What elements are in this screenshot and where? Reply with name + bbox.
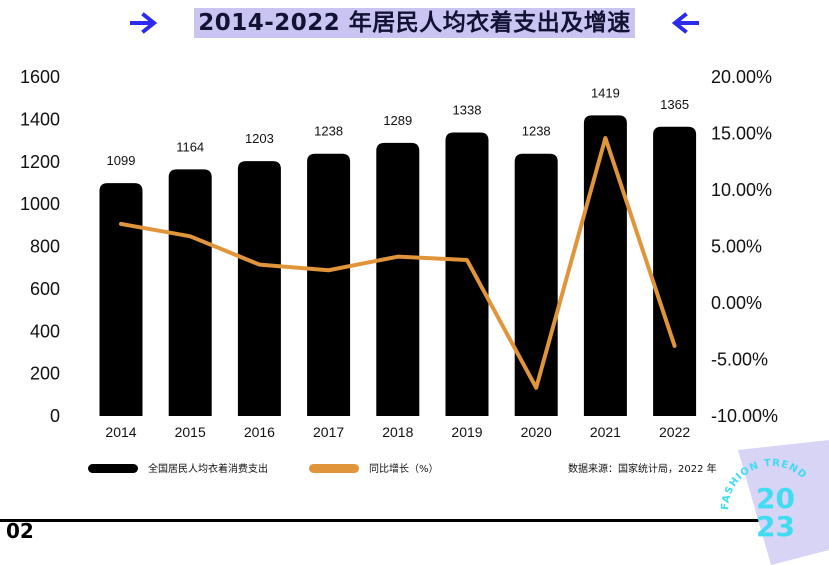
bar-2014 <box>99 183 143 416</box>
right-tick-label: -10.00% <box>711 406 778 426</box>
right-tick-label: 5.00% <box>711 237 762 257</box>
data-label-2020: 1238 <box>522 124 551 139</box>
left-tick-label: 1200 <box>20 152 60 172</box>
x-tick-2019: 2019 <box>451 424 482 440</box>
chart-title: 2014-2022 年居民人均衣着支出及增速 <box>194 8 635 38</box>
arrow-right-icon <box>130 12 158 34</box>
bar-2017 <box>307 153 351 417</box>
right-tick-label: -5.00% <box>711 350 768 370</box>
title-bar: 2014-2022 年居民人均衣着支出及增速 <box>0 6 829 40</box>
left-tick-label: 600 <box>30 279 60 299</box>
line-series <box>119 136 677 390</box>
data-label-2018: 1289 <box>383 113 412 128</box>
source-note: 数据来源：国家统计局，2022 年 <box>568 462 717 475</box>
data-labels: 1099 1164 1203 1238 1289 1338 1238 1419 1365 <box>107 85 690 168</box>
left-tick-label: 1600 <box>20 67 60 87</box>
footer-rule <box>0 519 760 522</box>
legend-label-bar: 全国居民人均衣着消费支出 <box>148 462 268 475</box>
x-tick-2014: 2014 <box>105 424 136 440</box>
data-label-2014: 1099 <box>107 153 136 168</box>
legend-swatch-line <box>309 464 359 473</box>
x-tick-2015: 2015 <box>175 424 206 440</box>
right-tick-label: 15.00% <box>711 124 772 144</box>
data-label-2017: 1238 <box>314 124 343 139</box>
x-tick-2021: 2021 <box>590 424 621 440</box>
bar-series <box>99 115 697 417</box>
left-tick-label: 1400 <box>20 109 60 129</box>
left-tick-label: 1000 <box>20 194 60 214</box>
badge-year-bottom: 23 <box>756 510 795 543</box>
badge-backdrop <box>738 440 829 565</box>
left-tick-label: 800 <box>30 237 60 257</box>
fashion-trend-badge: FASHION TREND 20 23 <box>720 440 829 565</box>
legend: 全国居民人均衣着消费支出 同比增长（%） <box>88 462 439 475</box>
data-label-2021: 1419 <box>591 85 620 100</box>
right-tick-label: 10.00% <box>711 180 772 200</box>
left-tick-label: 200 <box>30 364 60 384</box>
bar-2020 <box>514 153 558 417</box>
right-tick-label: 20.00% <box>711 67 772 87</box>
data-label-2019: 1338 <box>453 103 482 118</box>
x-tick-2018: 2018 <box>382 424 413 440</box>
data-label-2015: 1164 <box>176 139 204 154</box>
x-tick-2020: 2020 <box>521 424 552 440</box>
x-axis: 2014 2015 2016 2017 2018 2019 2020 2021 2022 <box>105 424 690 440</box>
right-axis: -10.00% -5.00% 0.00% 5.00% 10.00% 15.00% 20.00… <box>711 67 778 426</box>
bar-2021 <box>583 115 627 417</box>
chart-area: 0 200 400 600 800 1000 1200 1400 1600 -10.00% -5.… <box>20 67 778 475</box>
bar-2019 <box>445 132 489 417</box>
arrow-left-icon <box>671 12 699 34</box>
x-tick-2022: 2022 <box>659 424 690 440</box>
x-tick-2016: 2016 <box>244 424 275 440</box>
left-tick-label: 0 <box>50 406 60 426</box>
bar-2015 <box>168 169 212 416</box>
x-tick-2017: 2017 <box>313 424 344 440</box>
legend-swatch-bar <box>88 464 138 473</box>
left-axis: 0 200 400 600 800 1000 1200 1400 1600 <box>20 67 60 426</box>
data-label-2022: 1365 <box>660 97 689 112</box>
bar-2018 <box>376 142 420 416</box>
left-tick-label: 400 <box>30 321 60 341</box>
right-tick-label: 0.00% <box>711 293 762 313</box>
bar-2016 <box>237 161 281 416</box>
data-label-2016: 1203 <box>245 131 274 146</box>
page-number: 02 <box>6 519 34 543</box>
bar-2022 <box>653 126 697 417</box>
legend-label-line: 同比增长（%） <box>369 462 439 475</box>
badge-year-top: 20 <box>756 482 795 515</box>
